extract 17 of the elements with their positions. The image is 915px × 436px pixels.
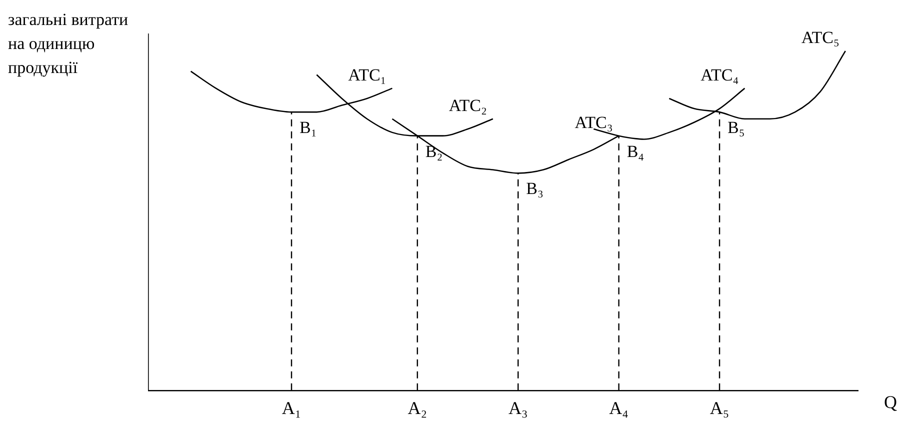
annotation: B₅ bbox=[728, 118, 745, 138]
y-axis-title: загальні витрати на одиницю продукції bbox=[8, 9, 130, 79]
annotation: B₁ bbox=[300, 118, 317, 138]
x-tick-label: A₃ bbox=[508, 398, 528, 418]
x-tick-label: A₄ bbox=[609, 398, 628, 418]
series-label: ATC₂ bbox=[448, 96, 487, 115]
x-tick-label: A₂ bbox=[408, 398, 428, 418]
series-label: ATC₁ bbox=[348, 65, 386, 84]
x-axis-title: Q bbox=[884, 392, 897, 413]
series-label: ATC₃ bbox=[574, 112, 613, 132]
annotation: B₃ bbox=[526, 179, 544, 198]
annotation: B₂ bbox=[425, 142, 443, 161]
series-label: ATC₄ bbox=[700, 65, 739, 84]
x-tick-label: A₁ bbox=[282, 398, 302, 418]
x-tick-label: A₅ bbox=[710, 398, 730, 418]
annotation: B₄ bbox=[626, 142, 644, 161]
series-label: ATC₅ bbox=[801, 28, 840, 47]
